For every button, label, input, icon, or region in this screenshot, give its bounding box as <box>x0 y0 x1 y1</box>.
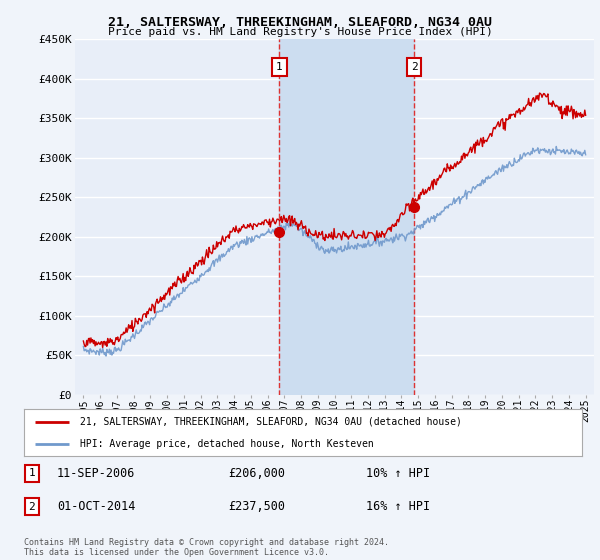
Text: 21, SALTERSWAY, THREEKINGHAM, SLEAFORD, NG34 0AU: 21, SALTERSWAY, THREEKINGHAM, SLEAFORD, … <box>108 16 492 29</box>
Text: 1: 1 <box>28 468 35 478</box>
Text: 1: 1 <box>276 62 283 72</box>
Text: Contains HM Land Registry data © Crown copyright and database right 2024.
This d: Contains HM Land Registry data © Crown c… <box>24 538 389 557</box>
Bar <box>279 39 414 395</box>
Text: 2: 2 <box>28 502 35 512</box>
Text: HPI: Average price, detached house, North Kesteven: HPI: Average price, detached house, Nort… <box>80 438 374 449</box>
Text: 11-SEP-2006: 11-SEP-2006 <box>57 466 136 480</box>
Text: 16% ↑ HPI: 16% ↑ HPI <box>366 500 430 514</box>
Text: 01-OCT-2014: 01-OCT-2014 <box>57 500 136 514</box>
Text: £237,500: £237,500 <box>228 500 285 514</box>
Text: £206,000: £206,000 <box>228 466 285 480</box>
Text: 2: 2 <box>410 62 418 72</box>
Text: 10% ↑ HPI: 10% ↑ HPI <box>366 466 430 480</box>
Text: 21, SALTERSWAY, THREEKINGHAM, SLEAFORD, NG34 0AU (detached house): 21, SALTERSWAY, THREEKINGHAM, SLEAFORD, … <box>80 417 461 427</box>
Text: Price paid vs. HM Land Registry's House Price Index (HPI): Price paid vs. HM Land Registry's House … <box>107 27 493 37</box>
